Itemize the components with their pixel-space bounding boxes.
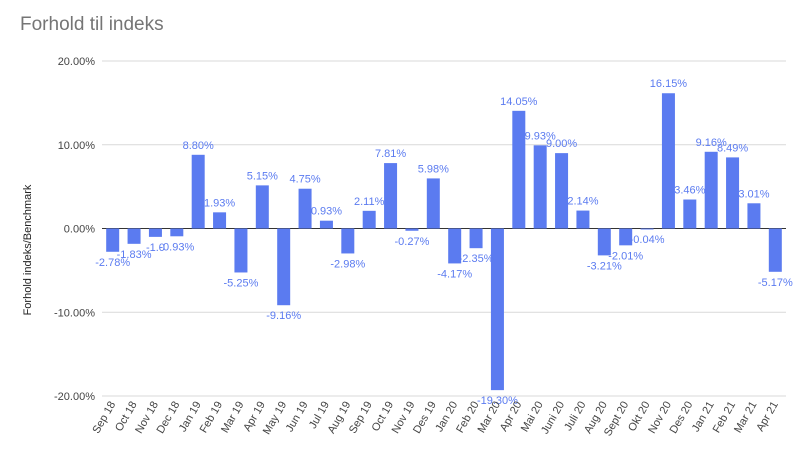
bar <box>148 228 162 237</box>
data-label: 9.16% <box>696 137 727 149</box>
bar <box>277 228 291 306</box>
bar <box>661 93 675 229</box>
bar <box>683 199 697 229</box>
data-label: 3.01% <box>738 188 769 200</box>
bars <box>106 93 782 391</box>
bar <box>490 228 504 391</box>
y-tick-label: 0.00% <box>64 224 95 236</box>
bar <box>512 110 526 229</box>
data-label: 4.75% <box>289 174 320 186</box>
data-label: -2.78% <box>95 257 130 269</box>
bar <box>533 145 547 229</box>
data-label: 9.93% <box>525 130 556 142</box>
data-labels: -2.78%-1.83%-1.0-0.93% 8.80% 1.93% -5.25% 5.… <box>95 78 793 407</box>
bar <box>726 157 740 229</box>
data-label: -5.25% <box>224 277 259 289</box>
y-tick-label: 20.00% <box>58 56 96 68</box>
data-label: 1.93% <box>204 197 235 209</box>
bar <box>234 228 248 273</box>
data-label: -9.16% <box>266 310 301 322</box>
bar <box>448 228 462 264</box>
data-label: -2.35% <box>459 253 494 265</box>
bar <box>405 228 419 231</box>
data-label: 2.14% <box>567 196 598 208</box>
bar <box>127 228 141 244</box>
data-label: -0.93% <box>159 241 194 253</box>
y-axis-label: Forhold indeks/Benchmark <box>22 184 34 315</box>
data-label: 7.81% <box>375 148 406 160</box>
data-label: -19.30% <box>477 395 518 407</box>
bar <box>619 228 633 246</box>
bar <box>319 220 333 229</box>
data-label: 14.05% <box>500 96 538 108</box>
bar <box>255 185 269 229</box>
data-label: 2.11% <box>354 196 385 208</box>
data-label: 8.49% <box>717 142 748 154</box>
data-label: -1.83% <box>117 249 152 261</box>
data-label: 8.80% <box>183 140 214 152</box>
y-axis-ticks: 20.00% 10.00% 0.00% -10.00% -20.00% <box>54 56 95 403</box>
data-label: -0.04% <box>630 234 665 246</box>
data-label: -2.01% <box>608 250 643 262</box>
data-label: -3.21% <box>587 260 622 272</box>
bar <box>170 228 184 237</box>
data-label: 9.00% <box>546 138 577 150</box>
y-tick-label: 10.00% <box>58 140 96 152</box>
bar <box>747 203 761 229</box>
bar <box>768 228 782 272</box>
x-tick-label: Apr 21 <box>754 400 781 434</box>
data-label: -5.17% <box>758 277 793 289</box>
bar <box>555 153 569 229</box>
data-label: 0.93% <box>311 206 342 218</box>
data-label: 3.46% <box>674 185 705 197</box>
bar <box>213 212 227 229</box>
bar <box>597 228 611 256</box>
bar <box>106 228 120 252</box>
bar <box>362 210 376 229</box>
data-label: -2.98% <box>330 258 365 270</box>
bar <box>640 228 654 230</box>
data-label: -0.27% <box>395 236 430 248</box>
bar <box>426 178 440 229</box>
bar <box>384 163 398 229</box>
y-tick-label: -20.00% <box>54 391 95 403</box>
y-tick-label: -10.00% <box>54 307 95 319</box>
bar <box>298 188 312 229</box>
bar <box>191 154 205 229</box>
data-label: 5.15% <box>247 170 278 182</box>
bar <box>341 228 355 254</box>
data-label: -1.0 <box>146 242 165 254</box>
chart-title: Forhold til indeks <box>20 14 164 35</box>
data-label: -4.17% <box>437 268 472 280</box>
bar <box>576 210 590 229</box>
bar <box>704 151 718 229</box>
bar <box>469 228 483 249</box>
data-label: 16.15% <box>650 78 688 90</box>
x-tick-label: Sep 18 <box>90 400 118 436</box>
data-label: 5.98% <box>418 163 449 175</box>
